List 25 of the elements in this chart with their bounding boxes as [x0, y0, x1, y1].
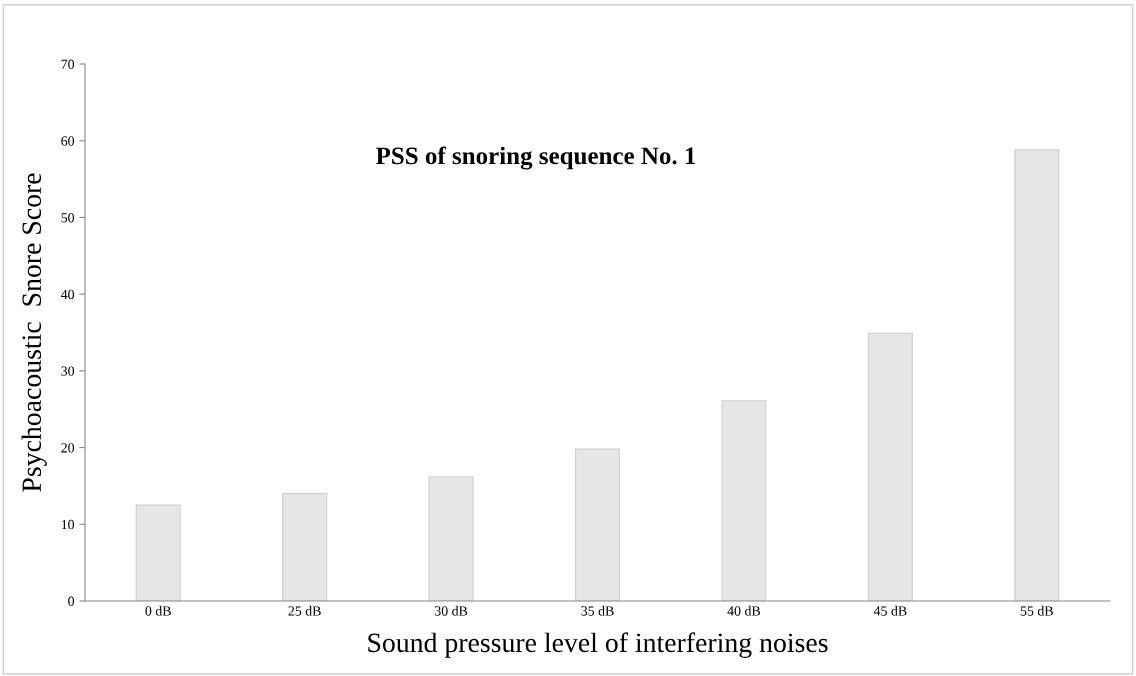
- bar: [721, 400, 767, 601]
- y-tick-label: 10: [61, 519, 75, 530]
- y-tick-label: 20: [61, 443, 75, 453]
- bar: [867, 332, 913, 601]
- text: PSS of snoring sequence No. 1: [376, 146, 696, 170]
- y-axis-title: Psychoacoustic Snore Score: [21, 173, 47, 492]
- x-tick-label: 45 dB: [873, 605, 907, 616]
- x-tick-label: 30 dB: [434, 605, 468, 616]
- x-tick-label: 25 dB: [288, 605, 321, 616]
- bar: [282, 493, 328, 601]
- x-tick-label: 40 dB: [727, 605, 761, 616]
- y-tick-label: 40: [60, 289, 75, 300]
- x-tick-label: 0 dB: [145, 605, 171, 616]
- bar: [135, 504, 181, 601]
- x-axis-title: Sound pressure level of interfering noises: [368, 632, 828, 658]
- bar: [1014, 149, 1060, 601]
- bar: [428, 476, 474, 601]
- y-tick-label: 60: [61, 136, 75, 146]
- x-tick-label: 55 dB: [1020, 605, 1053, 616]
- y-tick-label: 30: [61, 366, 75, 376]
- y-tick-label: 70: [61, 59, 75, 69]
- y-tick-label: 50: [61, 213, 75, 223]
- bar: [574, 448, 621, 601]
- x-tick-label: 35 dB: [581, 605, 614, 616]
- y-tick-label: 0: [68, 596, 75, 606]
